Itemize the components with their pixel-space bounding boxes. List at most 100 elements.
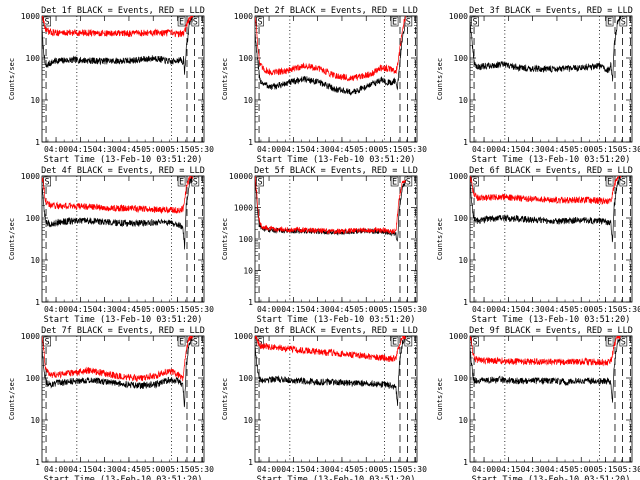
marker-label: S: [258, 338, 263, 348]
y-tick-label: 100: [454, 374, 469, 383]
x-tick-label: 05:30: [618, 465, 640, 474]
x-tick-label: 05:30: [403, 465, 427, 474]
y-tick-label: 100: [26, 54, 41, 63]
y-tick-label: 1: [35, 458, 40, 467]
x-axis-label: Start Time (13-Feb-10 03:51:20): [44, 315, 203, 325]
y-tick-label: 1000: [21, 172, 40, 181]
x-axis-label: Start Time (13-Feb-10 03:51:20): [472, 315, 631, 325]
x-tick-label: 04:15: [281, 465, 305, 474]
plot-frame: [254, 335, 418, 463]
x-tick-label: 05:00: [354, 305, 378, 314]
y-tick-label: 1000: [449, 12, 468, 21]
x-axis-label: Start Time (13-Feb-10 03:51:20): [44, 475, 203, 480]
marker-box: [619, 176, 628, 187]
y-tick-label: 1: [463, 298, 468, 307]
series-events-line: [42, 16, 193, 75]
panel-det-9f: Det 9f BLACK = Events, RED = LLD 1 10 100 10…: [436, 326, 640, 480]
x-tick-label: 05:30: [618, 145, 640, 154]
y-tick-label: 10: [458, 96, 468, 105]
x-tick-label: 05:15: [593, 465, 617, 474]
marker-label: E: [607, 178, 612, 188]
x-tick-label: 04:15: [68, 305, 92, 314]
panel-title: Det 9f BLACK = Events, RED = LLD: [469, 326, 633, 336]
panel-det-3f: Det 3f BLACK = Events, RED = LLD 1 10 100 10…: [436, 6, 640, 165]
marker-label: E: [607, 18, 612, 28]
plot-frame: [41, 15, 205, 143]
x-axis-label: Start Time (13-Feb-10 03:51:20): [257, 315, 416, 325]
x-tick-label: 04:45: [330, 305, 354, 314]
marker-label: E: [607, 338, 612, 348]
x-tick-label: 04:30: [306, 465, 330, 474]
series-events-line: [42, 176, 193, 250]
x-tick-label: 04:30: [521, 465, 545, 474]
panel-det-7f: Det 7f BLACK = Events, RED = LLD 1 10 100 10…: [8, 326, 214, 480]
marker-box: [390, 176, 399, 187]
y-tick-label: 1: [35, 298, 40, 307]
y-tick-label: 10: [243, 96, 253, 105]
x-tick-label: 05:15: [378, 305, 402, 314]
x-tick-label: 04:00: [257, 305, 281, 314]
y-tick-label: 1: [248, 458, 253, 467]
series-events-line: [255, 179, 407, 242]
series-lld-line: [470, 336, 621, 367]
x-tick-label: 04:45: [330, 465, 354, 474]
y-tick-label: 100: [239, 235, 254, 244]
marker-box: [619, 336, 628, 347]
y-tick-label: 1000: [449, 172, 468, 181]
marker-box: [471, 16, 479, 27]
x-tick-label: 04:15: [281, 145, 305, 154]
plot-frame: [41, 335, 205, 463]
x-tick-label: 04:15: [496, 305, 520, 314]
y-tick-label: 1: [248, 298, 253, 307]
series-lld-line: [42, 16, 194, 38]
x-tick-label: 05:30: [618, 305, 640, 314]
x-tick-label: 04:15: [68, 465, 92, 474]
marker-label: S: [406, 18, 411, 28]
marker-box: [390, 16, 399, 27]
x-tick-label: 04:00: [472, 305, 496, 314]
panel-title: Det 3f BLACK = Events, RED = LLD: [469, 6, 633, 16]
panel-det-2f: Det 2f BLACK = Events, RED = LLD 1 10 100 10…: [221, 6, 427, 165]
x-tick-label: 04:30: [306, 145, 330, 154]
y-tick-label: 1000: [21, 12, 40, 21]
y-tick-label: 1000: [234, 332, 253, 341]
x-tick-label: 05:15: [165, 305, 189, 314]
x-tick-label: 04:00: [472, 145, 496, 154]
marker-box: [605, 176, 614, 187]
series-events-line: [470, 338, 621, 403]
y-tick-label: 10000: [229, 172, 253, 181]
y-tick-label: 100: [239, 374, 254, 383]
y-tick-label: 100: [26, 374, 41, 383]
marker-box: [619, 16, 628, 27]
y-tick-label: 10: [30, 256, 40, 265]
series-lld-line: [470, 176, 621, 206]
marker-label: E: [392, 338, 397, 348]
x-tick-label: 05:00: [141, 465, 165, 474]
x-tick-label: 05:15: [378, 465, 402, 474]
marker-label: E: [179, 338, 184, 348]
y-axis-label: Counts/sec: [221, 58, 229, 100]
marker-label: E: [392, 178, 397, 188]
marker-box: [43, 336, 51, 347]
panel-det-8f: Det 8f BLACK = Events, RED = LLD 1 10 100 10…: [221, 326, 427, 480]
y-axis-label: Counts/sec: [436, 218, 444, 260]
y-tick-label: 1000: [234, 204, 253, 213]
x-tick-label: 05:30: [190, 145, 214, 154]
marker-label: S: [193, 178, 198, 188]
y-tick-label: 1000: [234, 12, 253, 21]
x-tick-label: 05:00: [354, 145, 378, 154]
marker-label: S: [406, 338, 411, 348]
y-tick-label: 1: [248, 138, 253, 147]
panel-det-5f: Det 5f BLACK = Events, RED = LLD 1 10 100 10…: [221, 166, 427, 325]
x-tick-label: 04:15: [496, 465, 520, 474]
x-axis-label: Start Time (13-Feb-10 03:51:20): [44, 155, 203, 165]
series-lld-line: [255, 176, 406, 235]
series-events-line: [255, 18, 406, 96]
marker-label: S: [45, 338, 50, 348]
x-tick-label: 05:15: [593, 145, 617, 154]
marker-box: [177, 16, 186, 27]
y-tick-label: 100: [454, 54, 469, 63]
x-axis-label: Start Time (13-Feb-10 03:51:20): [472, 475, 631, 480]
x-tick-label: 05:30: [403, 305, 427, 314]
plot-frame: [469, 15, 633, 143]
